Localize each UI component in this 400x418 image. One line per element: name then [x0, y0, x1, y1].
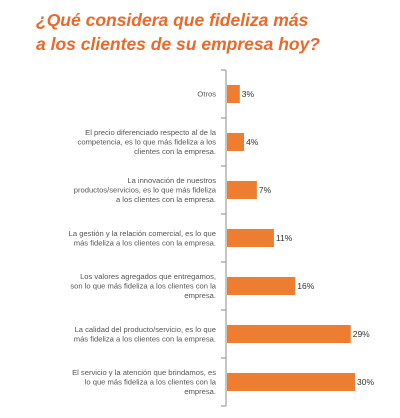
category-label: La calidad del producto/servicio, es lo …	[74, 325, 216, 344]
bar-value-label: 16%	[297, 281, 314, 291]
bar	[227, 181, 257, 199]
category-label-line: clientes con la empresa.	[134, 147, 216, 156]
category-label: La innovación de nuestros productos/servi…	[74, 176, 217, 204]
bar	[227, 373, 355, 391]
bar-value-label: 30%	[357, 377, 374, 387]
chart-title-line-2: a los clientes de su empresa hoy?	[36, 34, 320, 54]
bar	[227, 85, 240, 103]
chart-title-line-1: ¿Qué considera que fideliza más	[36, 10, 309, 30]
bar-value-label: 11%	[276, 233, 293, 243]
category-label-line: lo que más fideliza a los clientes con l…	[85, 378, 217, 387]
chart-title: ¿Qué considera que fideliza más a los cl…	[36, 8, 366, 56]
category-label-line: empresa.	[184, 387, 216, 396]
category-label: El servicio y la atención que brindamos,…	[72, 368, 217, 396]
category-label: Otros	[197, 90, 216, 99]
category-label-line: Los valores agregados que entregamos,	[80, 272, 216, 281]
category-label-line: La calidad del producto/servicio, es lo …	[75, 325, 216, 334]
category-label: El precio diferenciado respecto al de la…	[78, 128, 217, 156]
category-label: Los valores agregados que entregamos, son…	[70, 272, 216, 300]
category-label-line: Otros	[197, 90, 216, 99]
category-label-line: productos/servicios, es lo que más fidel…	[74, 186, 217, 195]
category-label-line: El precio diferenciado respecto al de la	[85, 128, 217, 137]
bar	[227, 229, 274, 247]
bar-value-label: 29%	[353, 329, 370, 339]
category-label-line: La innovación de nuestros	[127, 176, 216, 185]
category-label-line: El servicio y la atención que brindamos,…	[72, 368, 216, 377]
category-label-line: empresa.	[184, 291, 216, 300]
bar-value-label: 7%	[259, 185, 272, 195]
category-label-line: competencia, es lo que más fideliza a lo…	[78, 138, 217, 147]
bar	[227, 325, 351, 343]
bar	[227, 133, 245, 151]
category-label-line: La gestión y la relación comercial, es l…	[69, 229, 216, 238]
category-label-line: más fideliza a los clientes con la empre…	[74, 334, 216, 343]
bar	[227, 277, 296, 295]
category-label-line: más fideliza a los clientes con la empre…	[74, 238, 216, 247]
category-label: La gestión y la relación comercial, es l…	[69, 229, 216, 248]
bar-value-label: 4%	[246, 137, 259, 147]
bar-value-label: 3%	[242, 89, 255, 99]
category-label-line: a los clientes con la empresa.	[116, 195, 216, 204]
category-label-line: son lo que más fideliza a los clientes c…	[70, 282, 216, 291]
